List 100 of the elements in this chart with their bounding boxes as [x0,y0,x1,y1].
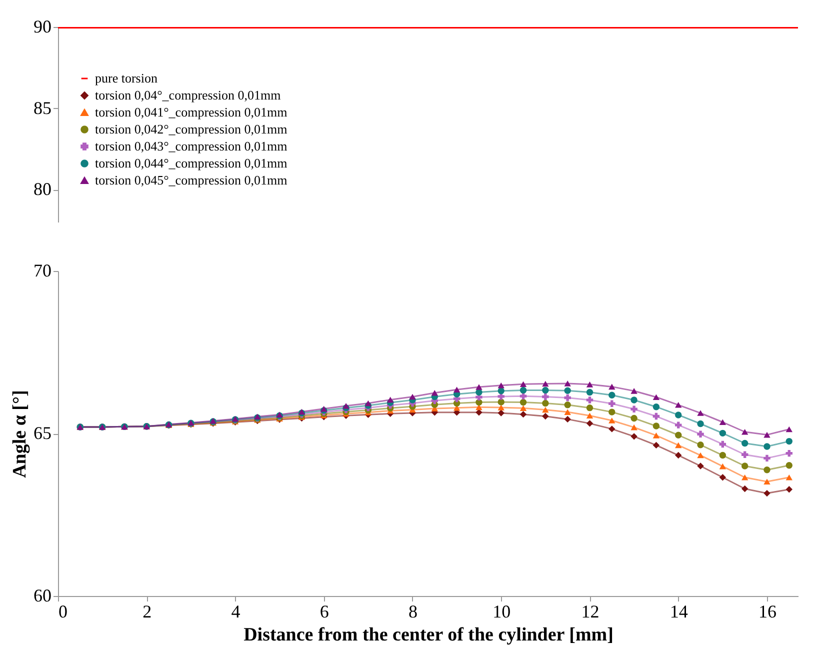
point [498,404,504,410]
point [719,463,726,470]
x-tick-label: 2 [142,602,152,622]
point [786,462,792,469]
point [786,438,792,445]
point [520,398,527,406]
point [608,418,616,424]
point [542,393,549,400]
y-tick-label: 60 [34,586,52,606]
point [564,394,571,402]
point [630,388,638,394]
point [453,386,460,393]
legend-label: pure torsion [95,70,158,86]
point [542,386,549,394]
point [786,426,792,432]
point [741,485,748,492]
legend-label: torsion 0,042°_compression 0,01mm [95,122,288,136]
point [586,388,594,396]
point [697,420,704,428]
point [342,402,350,409]
point [498,382,504,388]
point [608,426,616,432]
point [630,433,638,440]
point [564,409,571,415]
point [586,404,594,412]
point [786,486,792,493]
point [630,406,638,412]
point [652,404,660,410]
x-tick-label: 6 [320,602,329,622]
point [652,432,660,438]
legend-label: torsion 0,041°_compression 0,01mm [95,104,288,120]
point [697,430,704,438]
point [542,400,549,407]
point [741,440,748,447]
x-tick-label: 4 [231,602,240,622]
point [542,406,549,413]
legend-label: torsion 0,045°_compression 0,01mm [95,172,288,188]
point [741,428,748,435]
x-tick-label: 0 [58,602,68,622]
point [719,419,726,426]
point [652,412,660,420]
point [630,414,638,422]
point [741,462,748,470]
point [542,380,549,387]
point [431,390,438,396]
point [542,412,549,420]
point [764,466,770,474]
point [652,442,660,449]
point [786,450,792,457]
point [608,400,616,407]
point [564,387,571,394]
point [586,420,594,427]
point [498,410,504,416]
x-tick-label: 14 [670,602,688,622]
point [520,381,527,388]
point [675,422,682,428]
legend-label: torsion 0,044°_compression 0,01mm [95,156,288,170]
point [652,394,660,400]
point [409,394,416,400]
point [697,452,704,458]
point [675,412,682,418]
y-tick-label: 65 [34,423,52,443]
x-tick-label: 16 [758,602,776,622]
point [564,380,571,386]
point [675,452,682,459]
point [652,422,660,430]
point [520,386,527,394]
point [697,462,704,470]
point [364,400,372,406]
point [719,440,726,448]
point [741,451,748,458]
point [675,442,682,448]
y-tick-label: 80 [34,179,52,199]
point [386,396,394,403]
point [741,474,748,480]
x-tick-label: 10 [492,602,511,622]
x-axis-title: Distance from the center of the cylinder [mm] [244,624,614,646]
point [564,402,571,408]
point [498,393,504,400]
point [520,410,527,418]
point [608,408,616,416]
point [476,384,482,390]
point [675,432,682,438]
point [719,452,726,459]
point [764,478,770,485]
x-tick-label: 8 [408,602,418,622]
point [564,416,571,423]
point [476,409,482,416]
legend-label: torsion 0,04°_compression 0,01mm [95,88,281,102]
point [719,430,726,437]
y-tick-label: 85 [34,98,52,118]
y-axis-title: Angle α [°] [10,390,30,478]
point [764,490,770,497]
point [675,402,682,408]
point [630,396,638,404]
point [719,474,726,481]
point [697,410,704,416]
point [608,384,616,390]
y-tick-label: 70 [34,260,52,280]
point [697,442,704,448]
